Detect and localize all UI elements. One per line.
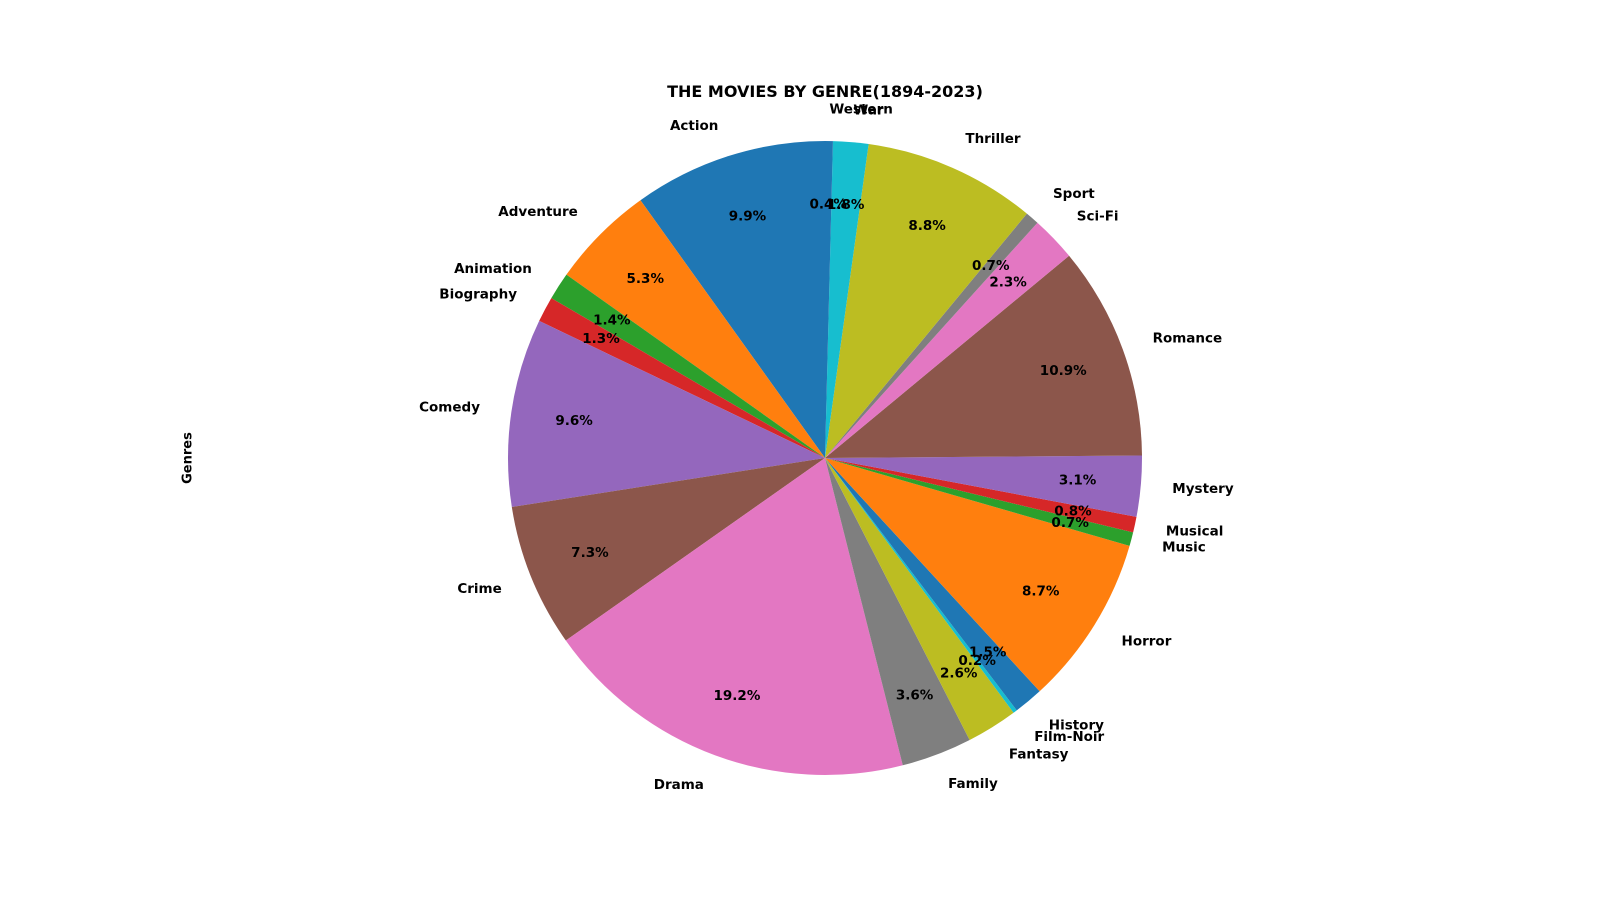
category-label-romance: Romance xyxy=(1153,330,1223,346)
category-label-crime: Crime xyxy=(457,581,501,597)
category-labels: Action Adventure Animation Biography Comedy C… xyxy=(419,101,1234,793)
percent-label-fantasy: 2.6% xyxy=(940,665,978,681)
category-label-history: History xyxy=(1049,717,1104,733)
category-label-mystery: Mystery xyxy=(1172,481,1234,497)
category-label-comedy: Comedy xyxy=(419,399,480,415)
percent-label-mystery: 3.1% xyxy=(1059,473,1097,489)
category-label-film-noir: Film-Noir xyxy=(1034,729,1104,745)
pie-slice-musical xyxy=(825,458,1137,533)
percent-label-sport: 0.7% xyxy=(972,258,1010,274)
pie-slice-mystery xyxy=(825,455,1142,517)
pie-slice-animation xyxy=(551,274,825,458)
pie-slice-crime xyxy=(511,458,825,641)
pie-slice-music xyxy=(825,458,1134,546)
pie-slice-romance xyxy=(825,255,1142,458)
category-label-horror: Horror xyxy=(1122,633,1172,649)
percent-label-action: 9.9% xyxy=(729,209,767,225)
percent-label-family: 3.6% xyxy=(896,687,934,703)
percent-label-western: 0.4% xyxy=(809,196,847,212)
category-label-fantasy: Fantasy xyxy=(1009,746,1069,762)
pie-slice-biography xyxy=(539,298,825,458)
pie-slice-history xyxy=(825,458,1040,711)
category-label-music: Music xyxy=(1162,539,1206,555)
category-label-western: Western xyxy=(829,101,892,117)
pie-slice-family xyxy=(825,458,970,766)
pie-slice-sport xyxy=(825,213,1038,458)
chart-title: THE MOVIES BY GENRE(1894-2023) xyxy=(667,82,983,101)
pie-slice-horror xyxy=(825,458,1130,692)
percent-label-horror: 8.7% xyxy=(1022,583,1060,599)
category-label-thriller: Thriller xyxy=(965,131,1021,147)
category-label-family: Family xyxy=(948,776,998,792)
pie-slice-sci-fi xyxy=(825,222,1070,458)
pie-slices xyxy=(508,141,1142,776)
pie-slice-comedy xyxy=(508,320,825,508)
pie-slice-thriller xyxy=(825,144,1027,458)
percent-label-thriller: 8.8% xyxy=(908,218,946,234)
pie-slice-film-noir xyxy=(825,458,1017,713)
percent-label-crime: 7.3% xyxy=(571,545,609,561)
percent-labels: 9.9% 5.3% 1.4% 1.3% 9.6% 7.3% 19.2% 3.6% 2.6%0.2… xyxy=(555,196,1096,703)
percent-label-biography: 1.3% xyxy=(582,331,620,347)
category-label-action: Action xyxy=(670,118,718,134)
category-label-animation: Animation xyxy=(454,261,532,277)
pie-slice-drama xyxy=(565,458,903,776)
pie-slice-action xyxy=(640,141,825,458)
percent-label-war: 1.8% xyxy=(827,197,865,213)
percent-label-music: 0.7% xyxy=(1051,515,1089,531)
percent-label-comedy: 9.6% xyxy=(555,413,593,429)
category-label-sci-fi: Sci-Fi xyxy=(1077,209,1119,225)
percent-label-film-noir: 0.2% xyxy=(958,653,996,669)
pie-slice-western xyxy=(825,141,833,458)
percent-label-drama: 19.2% xyxy=(714,688,761,704)
category-label-drama: Drama xyxy=(654,777,704,793)
category-label-sport: Sport xyxy=(1053,186,1095,202)
category-label-biography: Biography xyxy=(439,287,517,303)
percent-label-sci-fi: 2.3% xyxy=(989,275,1027,291)
percent-label-adventure: 5.3% xyxy=(627,271,665,287)
category-label-war: War xyxy=(853,102,884,118)
pie-slice-war xyxy=(825,141,869,458)
percent-label-animation: 1.4% xyxy=(593,313,631,329)
percent-label-romance: 10.9% xyxy=(1040,363,1087,379)
category-label-adventure: Adventure xyxy=(498,204,578,220)
category-label-musical: Musical xyxy=(1166,523,1223,539)
pie-slice-fantasy xyxy=(825,458,1014,741)
pie-slice-adventure xyxy=(566,200,825,458)
percent-label-history: 1.5% xyxy=(969,645,1007,661)
percent-label-musical: 0.8% xyxy=(1054,503,1092,519)
